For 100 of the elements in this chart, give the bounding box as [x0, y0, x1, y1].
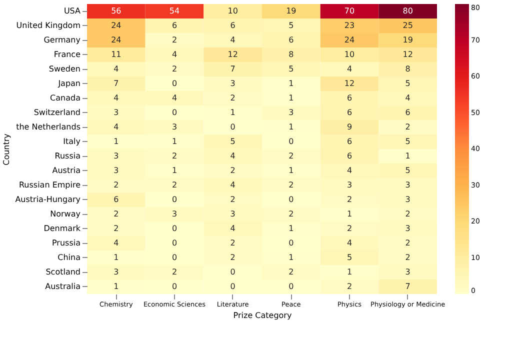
data-label: 6 — [405, 108, 410, 117]
y-tick-label: Scotland — [46, 267, 80, 276]
data-label: 6 — [346, 108, 352, 117]
data-label: 7 — [230, 64, 236, 74]
y-tick-label: USA — [64, 6, 82, 16]
data-label: 1 — [346, 267, 352, 276]
data-label: 4 — [346, 166, 352, 175]
data-label: 5 — [405, 166, 410, 175]
data-label: 3 — [405, 180, 410, 190]
y-tick-label: Norway — [50, 209, 81, 218]
data-label: 0 — [230, 122, 236, 132]
data-label: 2 — [172, 35, 178, 44]
data-label: 0 — [288, 282, 294, 291]
data-label: 9 — [346, 122, 352, 132]
data-label: 5 — [405, 136, 410, 146]
data-label: 10 — [344, 50, 355, 59]
y-tick-label: Prussia — [52, 238, 81, 248]
data-label: 3 — [114, 166, 119, 175]
data-label: 0 — [288, 238, 294, 248]
y-tick-label: Germany — [44, 35, 81, 44]
data-label: 7 — [114, 78, 119, 88]
data-label: 2 — [230, 252, 236, 262]
data-label: 4 — [230, 224, 236, 233]
y-tick-label: Denmark — [44, 224, 81, 233]
data-label: 5 — [288, 64, 294, 74]
data-label: 1 — [288, 122, 294, 132]
data-label: 2 — [405, 122, 410, 132]
data-label: 2 — [405, 252, 410, 262]
data-label: 2 — [405, 209, 410, 218]
data-label: 2 — [114, 209, 119, 218]
data-label: 3 — [230, 209, 236, 218]
data-label: 2 — [230, 166, 236, 175]
data-label: 4 — [346, 238, 352, 248]
data-label: 0 — [172, 108, 178, 117]
data-label: 4 — [114, 238, 119, 248]
data-label: 1 — [114, 282, 119, 291]
data-label: 12 — [344, 78, 355, 88]
data-label: 1 — [114, 252, 119, 262]
data-label: 4 — [114, 93, 119, 102]
data-label: 1 — [288, 252, 294, 262]
data-label: 0 — [172, 224, 178, 233]
data-label: 3 — [114, 267, 119, 276]
data-label: 3 — [405, 224, 410, 233]
data-label: 4 — [230, 35, 236, 44]
data-label: 5 — [405, 78, 410, 88]
data-label: 2 — [172, 151, 178, 160]
data-label: 4 — [172, 93, 178, 102]
data-label: 4 — [114, 64, 119, 74]
data-label: 0 — [288, 194, 294, 204]
data-label: 0 — [172, 78, 178, 88]
data-label: 4 — [230, 180, 236, 190]
y-tick-label: China — [58, 252, 81, 262]
data-label: 2 — [288, 209, 294, 218]
data-label: 0 — [172, 238, 178, 248]
data-label: 2 — [172, 180, 178, 190]
data-label: 0 — [172, 194, 178, 204]
y-axis-title: Country — [2, 133, 12, 166]
data-label: 3 — [114, 151, 119, 160]
data-label: 2 — [230, 93, 236, 102]
data-label: 25 — [402, 20, 413, 30]
y-tick-label: Italy — [63, 136, 81, 146]
data-label: 3 — [172, 209, 178, 218]
data-label: 6 — [114, 194, 119, 204]
y-tick-label: Russia — [54, 151, 81, 160]
data-label: 56 — [111, 6, 122, 16]
data-label: 2 — [346, 224, 352, 233]
data-label: 12 — [228, 50, 238, 59]
data-label: 2 — [114, 180, 119, 190]
data-label: 1 — [346, 209, 352, 218]
data-label: 1 — [172, 166, 178, 175]
data-label: 19 — [286, 6, 296, 16]
data-label: 80 — [402, 6, 413, 16]
data-label: 12 — [402, 50, 413, 59]
data-label: 0 — [230, 267, 236, 276]
data-label: 1 — [288, 166, 294, 175]
data-label: 8 — [288, 50, 294, 59]
data-label: 2 — [405, 238, 410, 248]
data-label: 0 — [172, 252, 178, 262]
data-label: 7 — [405, 282, 410, 291]
y-tick-label: Australia — [45, 282, 81, 291]
y-tick-label: United Kingdom — [16, 20, 81, 30]
data-label: 3 — [405, 267, 410, 276]
data-label: 4 — [346, 64, 352, 74]
data-label: 2 — [172, 267, 178, 276]
y-tick-label: Canada — [50, 93, 81, 102]
y-tick-label: Sweden — [48, 64, 80, 74]
x-axis-title: Prize Category — [233, 311, 292, 320]
data-label: 8 — [405, 64, 410, 74]
data-label: 6 — [346, 151, 352, 160]
data-label: 5 — [230, 136, 236, 146]
data-label: 2 — [288, 151, 294, 160]
data-label: 4 — [230, 151, 236, 160]
y-tick-label: France — [54, 50, 81, 59]
y-tick-label: the Netherlands — [16, 122, 80, 132]
data-label: 4 — [114, 122, 119, 132]
data-label: 1 — [288, 224, 294, 233]
data-label: 2 — [230, 194, 236, 204]
y-tick-label: Russian Empire — [18, 180, 81, 190]
data-label: 2 — [288, 180, 294, 190]
data-label: 3 — [114, 108, 119, 117]
